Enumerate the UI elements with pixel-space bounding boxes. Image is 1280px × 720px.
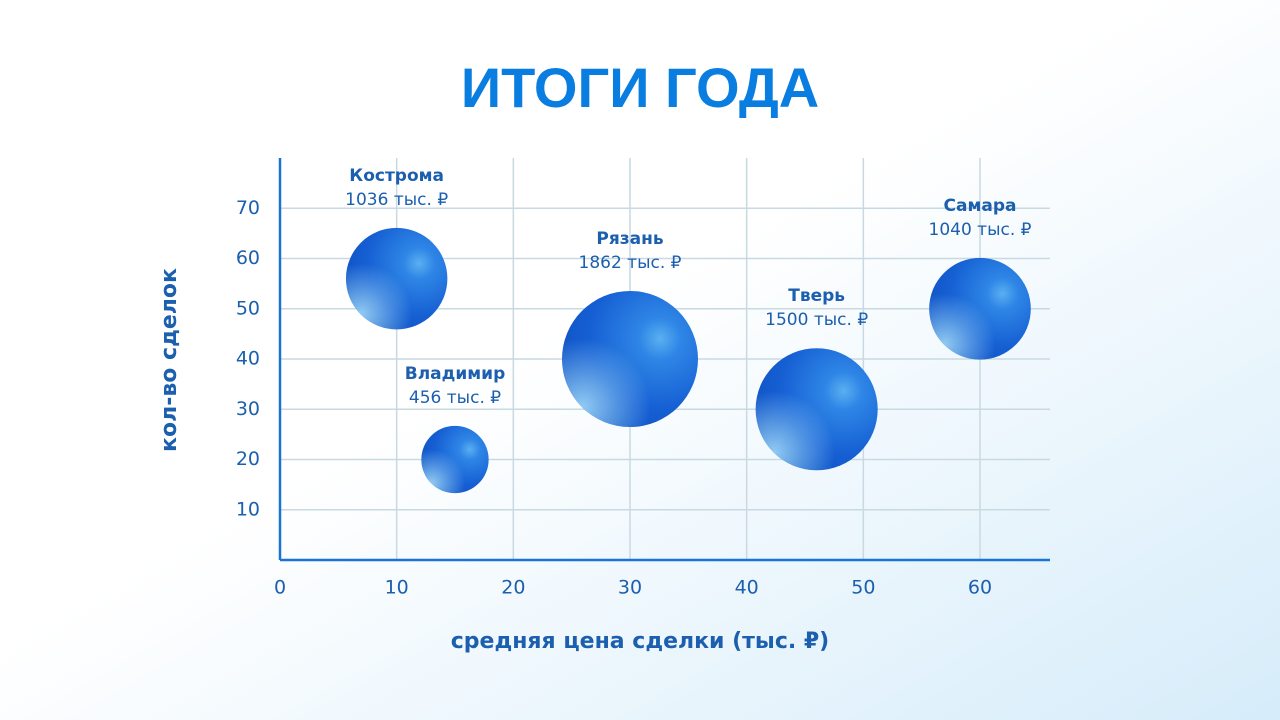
bubble-highlight (421, 425, 489, 494)
bubble-size-label: 1862 тыс. ₽ (579, 253, 682, 273)
y-tick-label: 70 (236, 197, 260, 219)
x-tick-label: 20 (501, 577, 525, 599)
x-tick-label: 50 (851, 577, 875, 599)
bubble-highlight (929, 257, 1031, 360)
x-tick-label: 40 (735, 577, 759, 599)
chart-title: ИТОГИ ГОДА (461, 56, 819, 119)
bubble-name: Владимир (405, 364, 506, 384)
x-tick-label: 10 (385, 577, 409, 599)
y-tick-label: 40 (236, 348, 260, 370)
x-tick-label: 60 (968, 577, 992, 599)
x-axis-label: средняя цена сделки (тыс. ₽) (451, 629, 830, 654)
y-tick-label: 60 (236, 247, 260, 269)
bubble-size-label: 1036 тыс. ₽ (345, 190, 448, 210)
x-tick-label: 0 (274, 577, 286, 599)
bubble-highlight (345, 227, 448, 330)
y-tick-label: 20 (236, 448, 260, 470)
bubble-highlight (755, 348, 878, 471)
y-axis-label: кол-во сделок (157, 268, 182, 452)
y-tick-label: 10 (236, 498, 260, 520)
bubble-size-label: 1500 тыс. ₽ (765, 310, 868, 330)
bubble-highlight (562, 291, 698, 427)
y-tick-label: 30 (236, 398, 260, 420)
bubble-name: Самара (944, 196, 1017, 216)
bubble-name: Рязань (596, 229, 663, 249)
bubbles: Кострома 1036 тыс. ₽ Владимир 456 тыс. ₽ Ряз… (345, 166, 1032, 494)
bubble-name: Кострома (349, 166, 444, 186)
x-tick-label: 30 (618, 577, 642, 599)
bubble-name: Тверь (788, 286, 845, 306)
bubble-size-label: 456 тыс. ₽ (409, 388, 501, 408)
bubble-size-label: 1040 тыс. ₽ (929, 220, 1032, 240)
y-tick-label: 50 (236, 297, 260, 319)
